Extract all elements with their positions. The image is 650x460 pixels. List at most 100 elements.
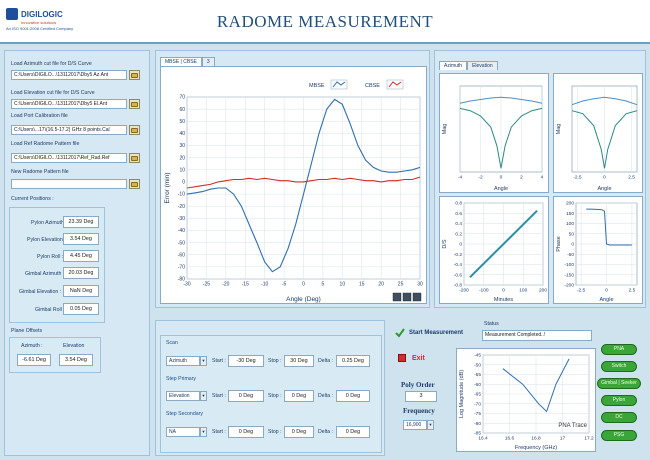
port-file-path[interactable]: C:\Users\...17\(16.5-17.2) GHz 8 points.… (11, 125, 127, 135)
x-tick-label: -2.5 (577, 287, 586, 293)
legend-swatch-box (330, 79, 348, 90)
x-tick-label: 0 (603, 174, 606, 180)
zoom-tool-icon[interactable] (412, 292, 422, 302)
position-value: NaN Deg (63, 285, 99, 297)
instrument-button-gimbal-seeker[interactable]: Gimbal | Seeker (597, 378, 641, 389)
x-axis-label: Angle (599, 297, 613, 303)
folder-icon (131, 101, 138, 107)
port-browse-button[interactable] (129, 125, 140, 135)
y-tick-label: 100 (566, 221, 574, 227)
step-secondary-delta-input[interactable]: 0 Deg (336, 426, 370, 438)
x-tick-label: 16.6 (505, 435, 515, 441)
y-tick-label: 70 (179, 95, 185, 101)
series-line (571, 96, 638, 106)
azimuth-mag-chart: -4 -2 0 2 4 Angle Mag (442, 85, 544, 192)
scan-stop-input[interactable]: 30 Deg (284, 355, 314, 367)
chevron-down-icon[interactable]: ▼ (200, 427, 207, 437)
instrument-button-psg[interactable]: PSG (601, 430, 637, 441)
step-secondary-stop-input[interactable]: 0 Deg (284, 426, 314, 438)
ref-browse-button[interactable] (129, 153, 140, 163)
x-tick-label: -20 (222, 282, 229, 288)
instrument-button-pylon[interactable]: Pylon (601, 395, 637, 406)
frequency-select[interactable]: 16,900 (403, 420, 427, 430)
legend-swatch-box (386, 79, 404, 90)
poly-order-input[interactable]: 3 (405, 391, 437, 402)
y-tick-label: -30 (178, 216, 185, 222)
tab-mbse-cbse[interactable]: MBSE | CBSE (160, 57, 202, 66)
instrument-button-dc[interactable]: DC (601, 412, 637, 423)
left-panel: Load Azimuth cut file for D/S Curve C:\U… (4, 50, 150, 456)
y-tick-label: -20 (178, 204, 185, 210)
tab-extra[interactable]: 3 (201, 57, 215, 66)
chevron-down-icon[interactable]: ▼ (200, 391, 207, 401)
zoom-tool-icon[interactable] (402, 292, 412, 302)
offset-azimuth-label: Azimuth : (21, 343, 43, 349)
step-primary-delta-input[interactable]: 0 Deg (336, 390, 370, 402)
step-secondary-axis-select[interactable]: NA (166, 427, 200, 437)
y-tick-label: 50 (569, 231, 575, 237)
logo-tagline: Innovative solutions (21, 20, 57, 25)
position-label: Pylon Elevation : (27, 237, 66, 243)
new-file-label: New Radome Pattern file (11, 169, 69, 175)
x-tick-label: -200 (459, 287, 469, 293)
offsets-heading: Plane Offsets (11, 328, 43, 334)
chevron-down-icon[interactable]: ▼ (200, 356, 207, 366)
scan-axis-select[interactable]: Azimuth (166, 356, 200, 366)
y-axis-label: Error (min) (164, 172, 171, 203)
azimuth-browse-button[interactable] (129, 70, 140, 80)
y-tick-label: -0.6 (454, 272, 463, 278)
start-measurement-button[interactable]: Start Measurement (395, 327, 475, 339)
y-axis-label: Mag (556, 124, 562, 135)
delta-label: Delta : (318, 429, 333, 435)
step-primary-stop-input[interactable]: 0 Deg (284, 390, 314, 402)
new-browse-button[interactable] (129, 179, 140, 189)
series-line (186, 98, 421, 273)
legend-swatch (388, 81, 402, 88)
elevation-file-path[interactable]: C:\Users\DIGILO...\13112017\Dby5 El.Ant (11, 99, 127, 109)
ds-chart: -200 -100 0 100 200 -0.8 -0.6 -0.4 -0.2 0 0.2 0.4 0.… (442, 201, 547, 303)
y-tick-label: -85 (474, 431, 481, 437)
y-tick-label: -70 (178, 265, 185, 271)
y-tick-label: -0.4 (454, 262, 463, 268)
new-file-path[interactable] (11, 179, 127, 189)
folder-icon (131, 127, 138, 133)
step-primary-axis-select[interactable]: Elevation (166, 391, 200, 401)
ref-file-path[interactable]: C:\Users\DIGILO...\13112017\Ref_Rad.Ref (11, 153, 127, 163)
y-tick-label: 10 (179, 167, 185, 173)
tab-elevation[interactable]: Elevation (467, 61, 498, 70)
exit-button[interactable]: Exit (398, 352, 438, 364)
scan-delta-input[interactable]: 0.25 Deg (336, 355, 370, 367)
delta-label: Delta : (318, 393, 333, 399)
page-title: RADOME MEASUREMENT (216, 12, 434, 31)
y-tick-label: 30 (179, 143, 185, 149)
x-tick-label: 4 (541, 174, 544, 180)
main-chart-panel: MBSE | CBSE 3 -30 -25 -20 -15 -10 -5 0 5 10 15 20 2… (155, 50, 430, 308)
step-primary-start-input[interactable]: 0 Deg (228, 390, 264, 402)
header: DIGILOGIC Innovative solutions An ISO 90… (0, 0, 650, 44)
zoom-tool-icon[interactable] (392, 292, 402, 302)
y-tick-label: -55 (474, 372, 481, 378)
y-tick-label: -150 (564, 272, 574, 278)
step-secondary-label: Step Secondary (166, 411, 203, 417)
x-tick-label: 2 (520, 174, 523, 180)
azimuth-file-path[interactable]: C:\Users\DIGILO...\13112017\Dby5 Az.Ant (11, 70, 127, 80)
y-axis-label: D/S (442, 239, 448, 249)
poly-order-label: Poly Order (401, 381, 435, 389)
x-axis-label: Angle (494, 186, 508, 192)
y-tick-label: -50 (178, 240, 185, 246)
chevron-down-icon[interactable]: ▼ (427, 420, 434, 430)
x-tick-label: -15 (242, 282, 249, 288)
scan-start-input[interactable]: -30 Deg (228, 355, 264, 367)
elevation-browse-button[interactable] (129, 99, 140, 109)
instrument-button-switch[interactable]: Switch (601, 361, 637, 372)
y-tick-label: 200 (566, 201, 574, 207)
step-secondary-start-input[interactable]: 0 Deg (228, 426, 264, 438)
instrument-button-pna[interactable]: PNA (601, 344, 637, 355)
y-tick-label: -45 (474, 353, 481, 359)
tab-azimuth[interactable]: Azimuth (439, 61, 468, 70)
y-tick-label: -70 (474, 401, 481, 407)
position-label: Gimbal Roll : (35, 307, 65, 313)
elevation-mag-chart: -2.5 0 2.5 Angle Mag (556, 85, 638, 192)
y-tick-label: 0 (571, 242, 574, 248)
main-error-chart: -30 -25 -20 -15 -10 -5 0 5 10 15 20 25 30-80-70-60-5… (164, 79, 423, 303)
